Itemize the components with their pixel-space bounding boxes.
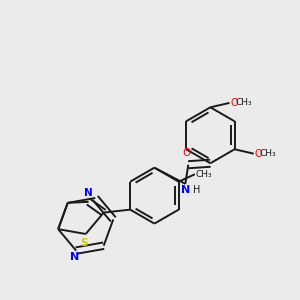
Text: O: O [230, 98, 238, 108]
Text: CH₃: CH₃ [259, 149, 276, 158]
Text: N: N [70, 252, 79, 262]
Text: N: N [84, 188, 93, 198]
Text: N: N [181, 185, 190, 195]
Text: CH₃: CH₃ [196, 170, 212, 179]
Text: CH₃: CH₃ [235, 98, 252, 107]
Text: S: S [80, 238, 88, 248]
Text: O: O [183, 148, 191, 158]
Text: O: O [254, 149, 262, 159]
Text: H: H [193, 185, 200, 195]
